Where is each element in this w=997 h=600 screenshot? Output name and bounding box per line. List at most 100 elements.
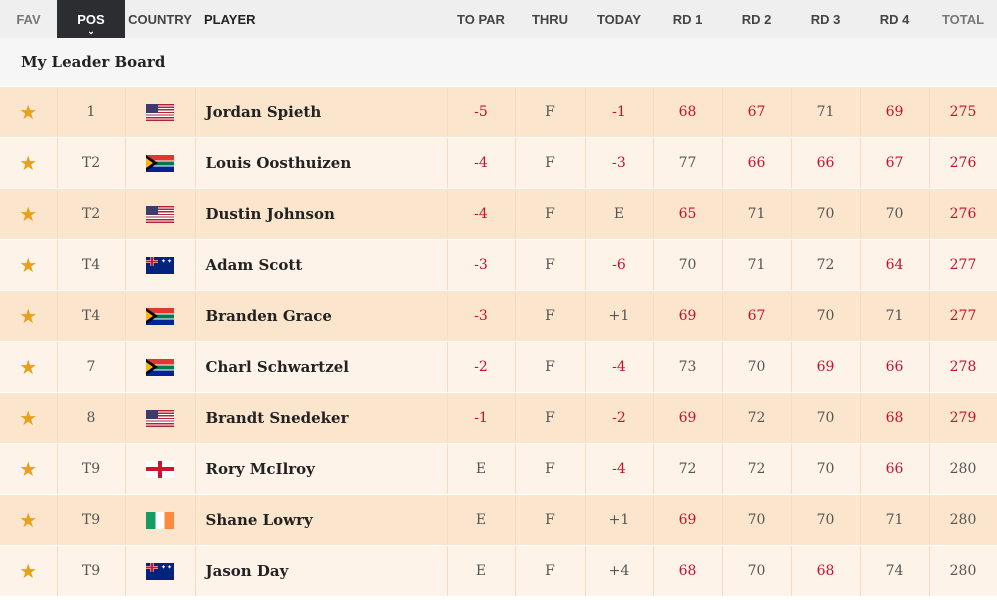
header-rd3[interactable]: RD 3 xyxy=(791,0,860,38)
star-icon[interactable]: ★ xyxy=(19,99,38,124)
section-title: My Leader Board xyxy=(0,38,997,87)
player-name[interactable]: Shane Lowry xyxy=(195,494,448,546)
favorite-star-icon[interactable]: ★ xyxy=(0,341,58,393)
country-flag xyxy=(125,137,196,189)
player-name[interactable]: Jordan Spieth xyxy=(195,86,448,138)
flag-nir-icon xyxy=(146,460,174,478)
position-cell: 1 xyxy=(57,86,126,138)
total-cell: 277 xyxy=(929,290,997,342)
star-icon[interactable]: ★ xyxy=(19,558,38,583)
table-row[interactable]: ★ T2 Dustin Johnson -4 F E 65 71 70 70 276 xyxy=(0,188,997,240)
star-icon[interactable]: ★ xyxy=(19,150,38,175)
header-player[interactable]: PLAYER xyxy=(195,0,447,38)
today-cell: +1 xyxy=(585,290,654,342)
star-icon[interactable]: ★ xyxy=(19,507,38,532)
player-name[interactable]: Adam Scott xyxy=(195,239,448,291)
favorite-star-icon[interactable]: ★ xyxy=(0,545,58,597)
header-country[interactable]: COUNTRY xyxy=(125,0,195,38)
header-rd1[interactable]: RD 1 xyxy=(653,0,722,38)
to-par-cell: -1 xyxy=(447,392,516,444)
total-cell: 277 xyxy=(929,239,997,291)
star-icon[interactable]: ★ xyxy=(19,354,38,379)
header-today[interactable]: TODAY xyxy=(585,0,653,38)
today-cell: -4 xyxy=(585,341,654,393)
thru-cell: F xyxy=(515,545,586,597)
position-cell: T9 xyxy=(57,494,126,546)
header-fav[interactable]: FAV xyxy=(0,0,57,38)
today-cell: -2 xyxy=(585,392,654,444)
star-icon[interactable]: ★ xyxy=(19,252,38,277)
table-row[interactable]: ★ 1 Jordan Spieth -5 F -1 68 67 71 69 275 xyxy=(0,86,997,138)
header-thru[interactable]: THRU xyxy=(515,0,585,38)
to-par-cell: -3 xyxy=(447,239,516,291)
star-icon[interactable]: ★ xyxy=(19,201,38,226)
today-cell: -4 xyxy=(585,443,654,495)
table-row[interactable]: ★ T2 Louis Oosthuizen -4 F -3 77 66 66 67 276 xyxy=(0,137,997,189)
flag-au-icon xyxy=(146,562,174,580)
player-name[interactable]: Brandt Snedeker xyxy=(195,392,448,444)
header-total[interactable]: TOTAL xyxy=(929,0,997,38)
player-name[interactable]: Louis Oosthuizen xyxy=(195,137,448,189)
position-cell: T4 xyxy=(57,239,126,291)
thru-cell: F xyxy=(515,341,586,393)
table-row[interactable]: ★ T9 Shane Lowry E F +1 69 70 70 71 280 xyxy=(0,494,997,546)
star-icon[interactable]: ★ xyxy=(19,405,38,430)
thru-cell: F xyxy=(515,86,586,138)
favorite-star-icon[interactable]: ★ xyxy=(0,290,58,342)
country-flag xyxy=(125,545,196,597)
total-cell: 276 xyxy=(929,188,997,240)
favorite-star-icon[interactable]: ★ xyxy=(0,188,58,240)
favorite-star-icon[interactable]: ★ xyxy=(0,239,58,291)
header-pos[interactable]: POS ⌄ xyxy=(57,0,125,38)
thru-cell: F xyxy=(515,392,586,444)
thru-cell: F xyxy=(515,290,586,342)
thru-cell: F xyxy=(515,137,586,189)
position-cell: T9 xyxy=(57,545,126,597)
rd4-cell: 67 xyxy=(860,137,930,189)
favorite-star-icon[interactable]: ★ xyxy=(0,86,58,138)
country-flag xyxy=(125,290,196,342)
favorite-star-icon[interactable]: ★ xyxy=(0,443,58,495)
today-cell: +4 xyxy=(585,545,654,597)
rd4-cell: 74 xyxy=(860,545,930,597)
table-row[interactable]: ★ T4 Branden Grace -3 F +1 69 67 70 71 277 xyxy=(0,290,997,342)
favorite-star-icon[interactable]: ★ xyxy=(0,137,58,189)
total-cell: 276 xyxy=(929,137,997,189)
to-par-cell: E xyxy=(447,443,516,495)
to-par-cell: -4 xyxy=(447,188,516,240)
header-to-par[interactable]: TO PAR xyxy=(447,0,515,38)
player-name[interactable]: Dustin Johnson xyxy=(195,188,448,240)
position-cell: T9 xyxy=(57,443,126,495)
player-name[interactable]: Branden Grace xyxy=(195,290,448,342)
favorite-star-icon[interactable]: ★ xyxy=(0,494,58,546)
header-rd4[interactable]: RD 4 xyxy=(860,0,929,38)
rd1-cell: 69 xyxy=(653,290,723,342)
position-cell: 7 xyxy=(57,341,126,393)
country-flag xyxy=(125,494,196,546)
header-rd2[interactable]: RD 2 xyxy=(722,0,791,38)
today-cell: -1 xyxy=(585,86,654,138)
rd2-cell: 70 xyxy=(722,341,792,393)
table-row[interactable]: ★ 8 Brandt Snedeker -1 F -2 69 72 70 68 279 xyxy=(0,392,997,444)
rd1-cell: 77 xyxy=(653,137,723,189)
rd4-cell: 68 xyxy=(860,392,930,444)
player-name[interactable]: Rory McIlroy xyxy=(195,443,448,495)
to-par-cell: E xyxy=(447,545,516,597)
to-par-cell: -4 xyxy=(447,137,516,189)
to-par-cell: -5 xyxy=(447,86,516,138)
rd2-cell: 71 xyxy=(722,188,792,240)
player-name[interactable]: Charl Schwartzel xyxy=(195,341,448,393)
player-name[interactable]: Jason Day xyxy=(195,545,448,597)
table-row[interactable]: ★ T9 Rory McIlroy E F -4 72 72 70 66 280 xyxy=(0,443,997,495)
rd3-cell: 70 xyxy=(791,443,861,495)
favorite-star-icon[interactable]: ★ xyxy=(0,392,58,444)
chevron-down-icon: ⌄ xyxy=(87,26,95,36)
star-icon[interactable]: ★ xyxy=(19,456,38,481)
to-par-cell: -2 xyxy=(447,341,516,393)
star-icon[interactable]: ★ xyxy=(19,303,38,328)
thru-cell: F xyxy=(515,494,586,546)
table-row[interactable]: ★ 7 Charl Schwartzel -2 F -4 73 70 69 66 278 xyxy=(0,341,997,393)
